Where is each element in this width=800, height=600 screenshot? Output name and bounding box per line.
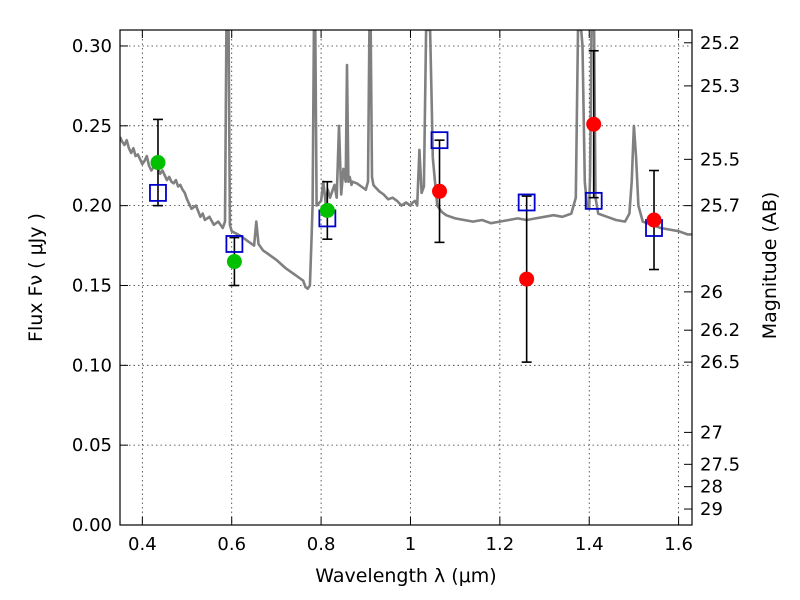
y-tick-label: 0.10 — [72, 355, 112, 376]
magnitude-tick-label: 27.5 — [700, 454, 740, 475]
x-tick-label: 0.8 — [307, 534, 336, 555]
model-photometry-square — [149, 183, 167, 202]
x-tick-label: 0.6 — [217, 534, 246, 555]
magnitude-tick-label: 25.2 — [700, 33, 740, 54]
magnitude-tick-label: 26.5 — [700, 352, 740, 373]
x-tick-label: 1.6 — [664, 534, 693, 555]
model-photometry-points — [149, 131, 663, 253]
observed-flux-point — [150, 155, 166, 171]
y-tick-label: 0.30 — [72, 36, 112, 57]
magnitude-axis-label: Magnitude (AB) — [759, 192, 781, 340]
magnitude-tick-label: 26.2 — [700, 320, 740, 341]
y-tick-label: 0.15 — [72, 275, 112, 296]
magnitude-tick-label: 25.3 — [700, 76, 740, 97]
magnitude-tick-label: 27 — [700, 422, 723, 443]
x-tick-label: 1.4 — [575, 534, 604, 555]
observed-flux-point — [586, 116, 602, 132]
observed-flux-point — [646, 212, 662, 228]
magnitude-tick-label: 28 — [700, 477, 723, 498]
model-spectrum — [120, 30, 692, 290]
magnitude-tick-label: 26 — [700, 282, 723, 303]
y-tick-label: 0.20 — [72, 196, 112, 217]
spectrum-line — [120, 30, 692, 290]
magnitude-tick-label: 25.7 — [700, 196, 740, 217]
x-axis-ticks: 0.4 0.6 0.8 1 1.2 1.4 1.6 — [128, 30, 693, 555]
model-photometry-square — [225, 235, 244, 253]
observed-flux-point — [319, 202, 335, 218]
model-photometry-square — [517, 193, 536, 212]
magnitude-tick-label: 29 — [700, 499, 723, 520]
x-tick-label: 1 — [405, 534, 416, 555]
y-axis-label: Flux Fν ( μJy ) — [25, 213, 47, 342]
model-photometry-square — [584, 191, 603, 210]
y-tick-label: 0.25 — [72, 116, 112, 137]
grid-lines — [120, 30, 692, 526]
x-tick-label: 0.4 — [128, 534, 157, 555]
y-axis-ticks: 0.00 0.05 0.10 0.15 0.20 0.25 0.30 — [72, 36, 128, 536]
plot-frame — [119, 29, 693, 526]
x-axis-label: Wavelength λ (μm) — [315, 565, 496, 587]
observed-flux-point — [519, 271, 535, 287]
observed-flux-points — [150, 116, 662, 287]
model-photometry-square — [430, 131, 449, 150]
y-tick-label: 0.00 — [72, 515, 112, 536]
magnitude-tick-label: 25.5 — [700, 149, 740, 170]
observed-flux-point — [432, 183, 448, 199]
observed-flux-point — [226, 254, 242, 270]
x-tick-label: 1.2 — [486, 534, 515, 555]
y-tick-label: 0.05 — [72, 435, 112, 456]
